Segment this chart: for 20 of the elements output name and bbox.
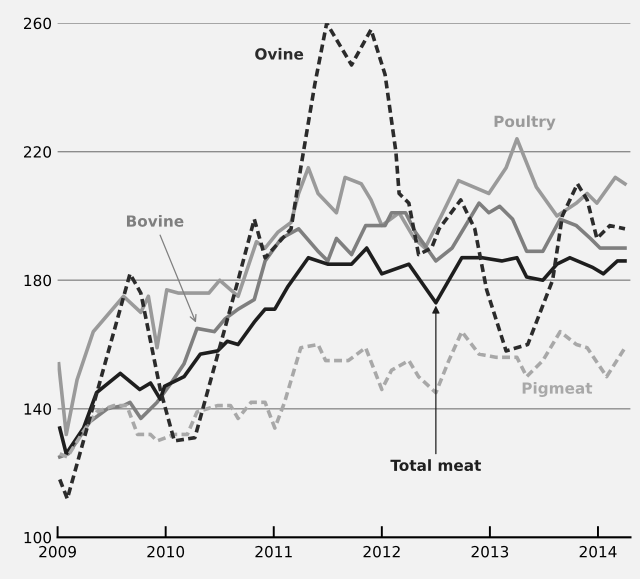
y-tick-label: 180: [24, 274, 52, 286]
text: Total meat: [390, 459, 481, 472]
x-tick-label: 2011: [255, 546, 292, 558]
y-tick-label: 100: [24, 532, 52, 544]
x-tick-label: 2014: [580, 546, 617, 558]
x-tick-label: 2009: [39, 546, 76, 558]
line-series: [58, 246, 627, 456]
text: Bovine: [126, 215, 184, 227]
series-label: Poultry: [494, 115, 556, 130]
y-tick-label: 220: [24, 146, 52, 158]
x-tick-label: 2012: [364, 546, 400, 558]
line-series: [58, 23, 627, 501]
x-tick-label: 2010: [147, 546, 184, 558]
line-series: [58, 137, 627, 436]
series-label: Ovine: [255, 48, 304, 60]
x-tick-label: 2013: [472, 546, 508, 558]
y-tick-label: 140: [24, 403, 52, 415]
series-label: Pigmeat: [522, 382, 592, 397]
line-series: [58, 330, 627, 459]
y-tick-label: 260: [24, 18, 52, 30]
